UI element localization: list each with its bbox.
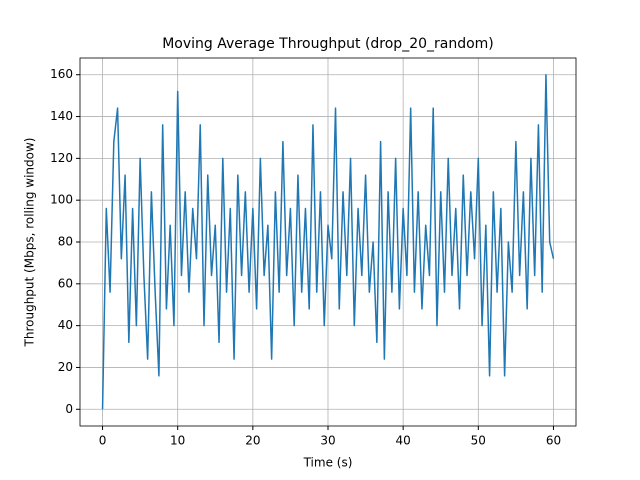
y-tick-label: 100 [50, 193, 73, 207]
chart-title: Moving Average Throughput (drop_20_rando… [162, 36, 494, 52]
series-line [101, 73, 555, 410]
y-tick-label: 0 [65, 402, 73, 416]
x-tick-label: 20 [245, 434, 260, 448]
y-axis-label: Throughput (Mbps, rolling window) [23, 138, 37, 348]
y-tick-label: 20 [58, 360, 73, 374]
x-tick-label: 10 [170, 434, 185, 448]
x-tick-label: 50 [471, 434, 486, 448]
x-tick-label: 30 [320, 434, 335, 448]
plot-frame [79, 57, 577, 427]
x-tick-label: 40 [396, 434, 411, 448]
x-axis-label: Time (s) [303, 456, 353, 470]
y-tick-label: 40 [58, 318, 73, 332]
y-tick-label: 120 [50, 151, 73, 165]
y-tick-label: 80 [58, 235, 73, 249]
x-tick-label: 60 [546, 434, 561, 448]
y-tick-label: 60 [58, 276, 73, 290]
y-tick-label: 140 [50, 109, 73, 123]
x-tick-label: 0 [99, 434, 107, 448]
y-tick-label: 160 [50, 67, 73, 81]
